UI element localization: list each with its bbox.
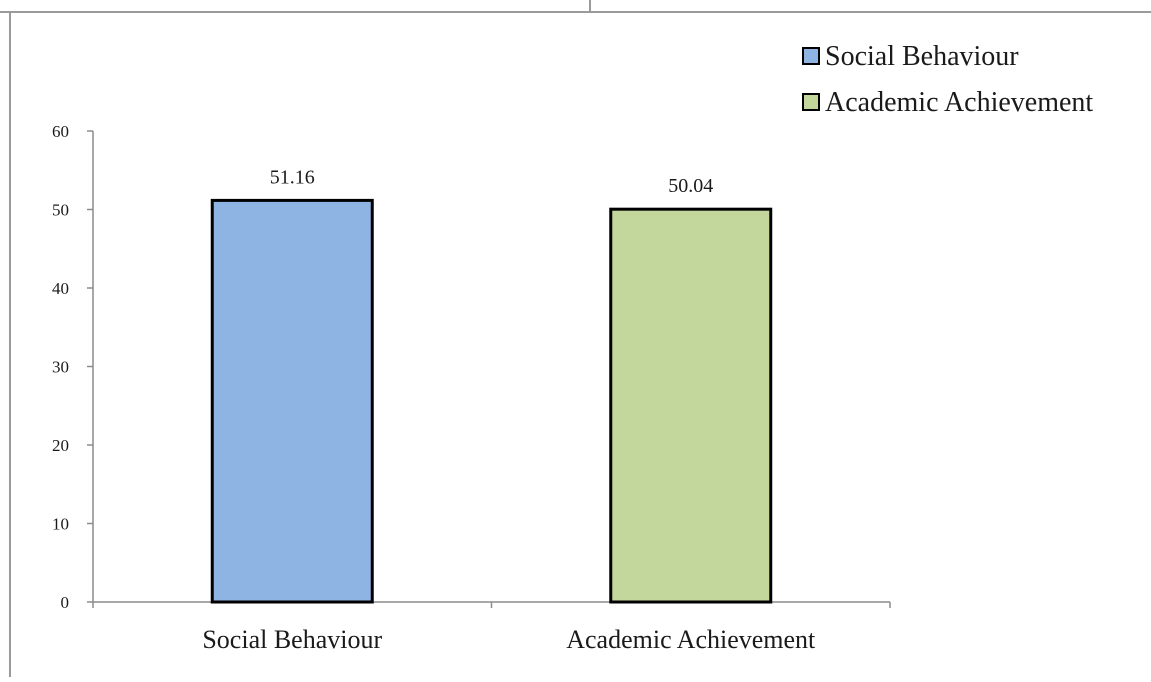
data-label: 51.16: [270, 166, 315, 188]
axis-group: 0 10 20 30 40 50 60 Social Behaviour Academic Ac…: [52, 122, 891, 654]
legend-swatch: [802, 47, 820, 65]
y-tick-label: 30: [52, 358, 69, 377]
y-tick-label: 20: [52, 436, 69, 455]
legend: Social Behaviour Academic Achievement: [802, 41, 1093, 118]
legend-swatch: [802, 93, 820, 111]
y-tick-label: 60: [52, 122, 69, 141]
x-category-label: Academic Achievement: [566, 625, 816, 654]
bars-group: 51.16 50.04: [210, 166, 773, 604]
x-category-label: Social Behaviour: [202, 625, 382, 654]
y-tick-label: 0: [61, 593, 70, 612]
legend-entry-label: Academic Achievement: [825, 87, 1093, 118]
y-tick-label: 10: [52, 515, 69, 534]
bar-academic-achievement: [609, 207, 773, 604]
legend-entry-label: Social Behaviour: [825, 41, 1019, 72]
data-label: 50.04: [668, 175, 713, 197]
y-tick-label: 50: [52, 201, 69, 220]
bar-social-behaviour: [210, 198, 374, 604]
y-tick-label: 40: [52, 279, 69, 298]
